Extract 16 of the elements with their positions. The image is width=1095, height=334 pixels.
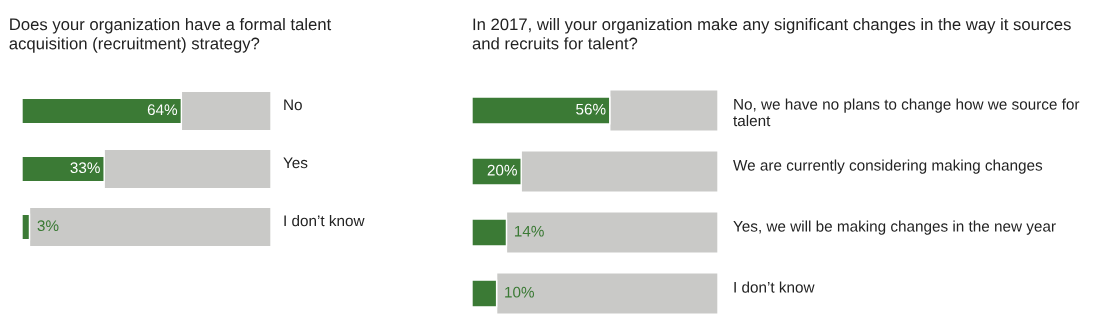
data-label: 33% — [70, 162, 100, 174]
data-label: 20% — [487, 164, 517, 176]
y-tick-label: Yes — [283, 157, 308, 169]
text: In 2017, will your organization make any significant changes in the way it sources and recruits for talent? — [472, 18, 1071, 50]
y-tick-label: Yes, we will be making changes in the new year — [733, 220, 1056, 235]
data-label: 3% — [37, 220, 59, 232]
data-label: 56% — [576, 103, 606, 115]
y-tick-label: I don’t know — [734, 281, 815, 293]
chart-title: Does your organization have a formal talent acquisition (recruitment) strategy? — [9, 18, 332, 53]
y-tick-label: I don’t know — [284, 215, 365, 227]
data-label: 14% — [514, 225, 544, 237]
y-tick-label: No, we have no plans to change how we source for talent — [733, 98, 1080, 127]
y-tick-label: No — [284, 99, 302, 111]
data-label: 10% — [505, 286, 535, 298]
data-label: 64% — [147, 104, 178, 116]
y-tick-label: We are currently considering making changes — [733, 159, 1043, 174]
